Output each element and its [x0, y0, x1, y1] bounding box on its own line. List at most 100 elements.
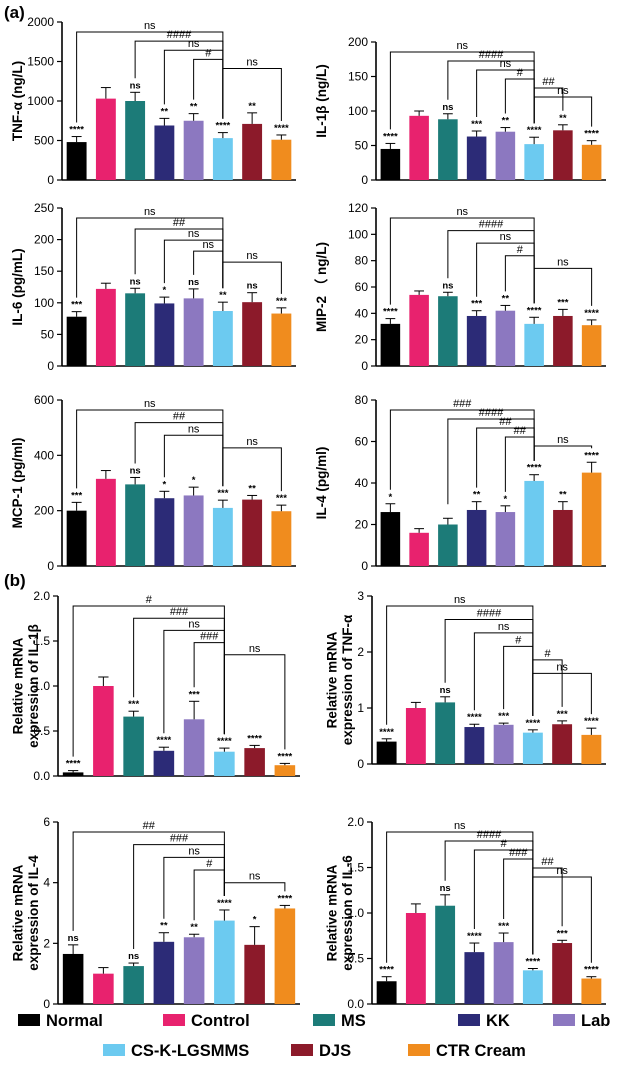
comparison-bracket [134, 228, 224, 289]
comparison-bracket [504, 78, 535, 124]
significance-mark: ns [247, 281, 258, 292]
chart-10: 0.0 0.5 1.0 1.5 2.0 Relative mRNAexpression o… [325, 815, 606, 1011]
y-tick-label: 150 [34, 264, 54, 278]
comparison-label: ## [514, 425, 527, 437]
significance-mark: *** [498, 921, 509, 932]
comparison-bracket [193, 58, 224, 119]
comparison-bracket [193, 869, 225, 921]
comparison-label: #### [477, 829, 502, 841]
bar-ms [123, 966, 144, 1004]
comparison-label: ns [246, 436, 258, 448]
y-tick-label: 500 [34, 134, 54, 148]
comparison-label: ns [144, 20, 156, 32]
bar-control [93, 686, 114, 776]
y-tick-label: 40 [355, 476, 369, 490]
bar-ctr-cream [274, 908, 296, 1004]
comparison-bracket [532, 672, 592, 716]
significance-mark: **** [527, 125, 542, 136]
y-tick-label: 200 [348, 35, 368, 49]
bar-ctr-cream [271, 511, 292, 566]
legend-swatch [408, 1044, 430, 1056]
y-tick-label: 60 [355, 280, 369, 294]
bar-ctr-cream [271, 313, 292, 366]
bar-djs [552, 943, 573, 1004]
significance-mark: *** [71, 300, 82, 311]
bar-control [409, 294, 429, 366]
chart-9: 0 2 4 6 Relative mRNAexpression of IL-4 ns ns *… [11, 815, 300, 1011]
bar-kk [466, 315, 487, 366]
y-tick-label: 120 [348, 201, 368, 215]
significance-mark: **** [274, 123, 289, 134]
y-tick-label: 50 [41, 327, 55, 341]
legend-swatch [313, 1014, 335, 1026]
y-tick-label: 2 [357, 645, 364, 659]
significance-mark: ** [248, 101, 256, 112]
comparison-label: #### [479, 407, 504, 419]
bar-ctr-cream [581, 472, 602, 566]
y-tick-label: 6 [43, 815, 50, 829]
y-axis-label-line: expression of IL-6 [340, 855, 355, 971]
significance-mark: ns [440, 685, 451, 696]
bar-lab [495, 131, 516, 180]
bar-cs-k-lgsmms [522, 970, 543, 1004]
significance-mark: *** [471, 299, 482, 310]
significance-mark: * [389, 492, 393, 503]
legend: Normal Control MS KK Lab CS-K-LGSMMS DJS CTR Cr… [18, 1012, 610, 1060]
bar-normal [376, 981, 397, 1004]
bar-cs-k-lgsmms [212, 138, 233, 180]
panel-label-a: (a) [4, 3, 25, 22]
comparison-bracket [503, 858, 534, 955]
y-tick-label: 200 [34, 233, 54, 247]
comparison-label: # [501, 838, 508, 850]
legend-item-control: Control [163, 1012, 250, 1030]
significance-mark: **** [215, 121, 230, 132]
significance-mark: **** [527, 463, 542, 474]
bar-cs-k-lgsmms [524, 144, 544, 180]
legend-label: Control [191, 1012, 250, 1030]
comparison-label: # [515, 634, 522, 646]
comparison-label: ### [509, 847, 528, 859]
y-tick-label: 0 [43, 997, 50, 1011]
significance-mark: ns [440, 883, 451, 894]
legend-swatch [553, 1014, 575, 1026]
comparison-label: #### [479, 219, 504, 231]
significance-mark: **** [156, 735, 171, 746]
bar-kk [153, 941, 175, 1004]
bar-djs [553, 509, 573, 566]
y-axis-label: Relative mRNAexpression of TNF-α [325, 614, 356, 745]
comparison-label: ns [246, 250, 258, 262]
significance-mark: ns [130, 465, 141, 476]
y-tick-label: 1.5 [347, 861, 364, 875]
bar-cs-k-lgsmms [214, 920, 235, 1004]
comparison-label: ### [170, 833, 189, 845]
significance-mark: ns [68, 933, 79, 944]
significance-mark: **** [525, 957, 540, 968]
significance-mark: * [192, 475, 196, 486]
significance-mark: *** [189, 689, 200, 700]
significance-mark: ** [161, 106, 169, 117]
y-tick-label: 0.5 [33, 724, 50, 738]
bar-ms [438, 296, 458, 366]
y-tick-label: 0 [47, 359, 54, 373]
significance-mark: **** [217, 736, 232, 747]
comparison-label: ns [188, 228, 200, 240]
bar-djs [242, 302, 263, 366]
comparison-bracket [504, 255, 535, 304]
significance-mark: **** [66, 759, 81, 770]
y-tick-label: 2.0 [33, 589, 50, 603]
comparison-label: ### [200, 631, 219, 643]
comparison-label: ns [188, 423, 200, 435]
comparison-label: ns [202, 239, 214, 251]
bar-ms [435, 702, 456, 764]
chart-7: 0.0 0.5 1.0 1.5 2.0 Relative mRNAexpression o… [11, 589, 300, 783]
bar-lab [495, 512, 516, 566]
bar-ctr-cream [581, 978, 602, 1004]
y-tick-label: 50 [355, 139, 369, 153]
comparison-label: ns [498, 621, 510, 633]
bar-normal [380, 323, 401, 366]
bar-kk [153, 750, 175, 776]
significance-mark: **** [277, 751, 292, 762]
